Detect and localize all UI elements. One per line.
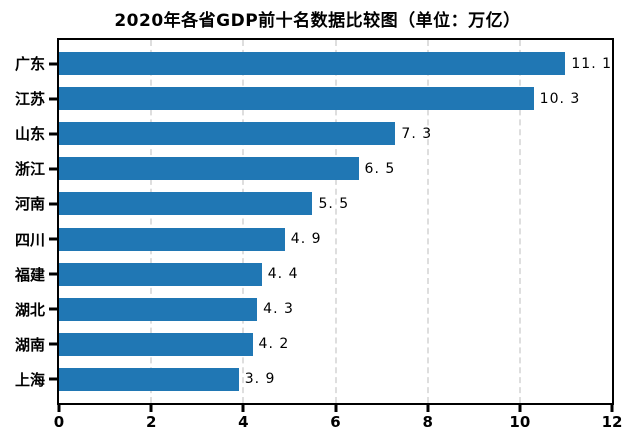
x-tick-mark	[149, 405, 153, 412]
bar-value-label: 3. 9	[244, 371, 276, 388]
chart-title: 2020年各省GDP前十名数据比较图（单位：万亿）	[114, 11, 521, 31]
x-tick-label: 8	[422, 413, 433, 431]
bar	[59, 87, 534, 111]
bar	[59, 192, 313, 216]
y-tick-label: 河南	[0, 186, 57, 221]
y-tick-mark	[49, 167, 57, 171]
bar-row: 11. 1	[59, 46, 612, 81]
bar	[59, 332, 253, 356]
x-tick-label: 4	[238, 413, 249, 431]
y-tick-mark	[49, 202, 57, 206]
x-tick-mark	[518, 405, 522, 412]
bar-row: 6. 5	[59, 151, 612, 186]
bar-value-label: 10. 3	[539, 90, 581, 107]
bar-row: 3. 9	[59, 362, 612, 397]
bar-value-label: 11. 1	[571, 55, 612, 72]
bar-row: 4. 9	[59, 221, 612, 256]
gridline	[426, 40, 429, 403]
plot-area: 11. 1 10. 3 7. 3 6. 5 5. 5 4. 9 4. 4 4. 3 4. 2 3.…	[57, 38, 614, 405]
x-tick-mark	[426, 405, 430, 412]
bar	[59, 122, 396, 146]
x-tick-mark	[610, 405, 614, 412]
y-tick-label: 四川	[0, 221, 57, 256]
gridline	[150, 40, 153, 403]
x-tick-label: 2	[145, 413, 157, 431]
y-tick-label: 福建	[0, 257, 57, 292]
y-tick-mark	[49, 342, 57, 346]
bar-row: 10. 3	[59, 81, 612, 116]
bar	[59, 227, 285, 251]
y-tick-mark	[49, 237, 57, 241]
bar-value-label: 7. 3	[401, 125, 433, 142]
bar-rows: 11. 1 10. 3 7. 3 6. 5 5. 5 4. 9 4. 4 4. 3 4. 2 3.…	[59, 46, 612, 397]
gridline	[518, 40, 521, 403]
x-tick-label: 0	[53, 413, 65, 431]
y-tick-label: 江苏	[0, 81, 57, 116]
x-tick-label: 6	[330, 413, 341, 431]
x-tick-mark	[241, 405, 245, 412]
bar-row: 4. 4	[59, 257, 612, 292]
bar-value-label: 6. 5	[364, 160, 396, 177]
y-tick-label: 广东	[0, 46, 57, 81]
y-tick-mark	[49, 377, 57, 381]
y-tick-mark	[49, 132, 57, 136]
bar-row: 4. 2	[59, 327, 612, 362]
bar	[59, 52, 566, 76]
bar	[59, 367, 239, 391]
y-tick-label: 湖北	[0, 292, 57, 327]
bar-row: 5. 5	[59, 186, 612, 221]
x-axis: 0 2 4 6 8 10 12	[54, 405, 622, 438]
y-tick-mark	[49, 97, 57, 101]
x-tick-mark	[334, 405, 337, 412]
y-tick-mark	[49, 307, 57, 311]
bar	[59, 297, 258, 321]
bar-value-label: 5. 5	[318, 195, 350, 212]
y-tick-label: 山东	[0, 116, 57, 151]
bar-value-label: 4. 2	[258, 336, 290, 353]
bar-value-label: 4. 3	[263, 301, 294, 318]
bar	[59, 157, 359, 181]
bar-value-label: 4. 4	[267, 266, 299, 283]
bar-row: 7. 3	[59, 116, 612, 151]
y-tick-mark	[49, 272, 57, 276]
y-tick-mark	[49, 62, 57, 66]
bar	[59, 262, 262, 286]
y-axis-labels: 广东 江苏 山东 浙江 河南 四川 福建 湖北 湖南 上海	[0, 46, 57, 397]
x-tick-label: 10	[509, 413, 531, 431]
y-tick-label: 湖南	[0, 327, 57, 362]
x-tick-mark	[57, 405, 61, 412]
bar-value-label: 4. 9	[290, 231, 322, 248]
gridline	[334, 40, 337, 403]
y-tick-label: 上海	[0, 362, 57, 397]
gridline	[242, 40, 245, 403]
bar-row: 4. 3	[59, 292, 612, 327]
y-tick-label: 浙江	[0, 151, 57, 186]
x-tick-label: 12	[601, 413, 623, 431]
